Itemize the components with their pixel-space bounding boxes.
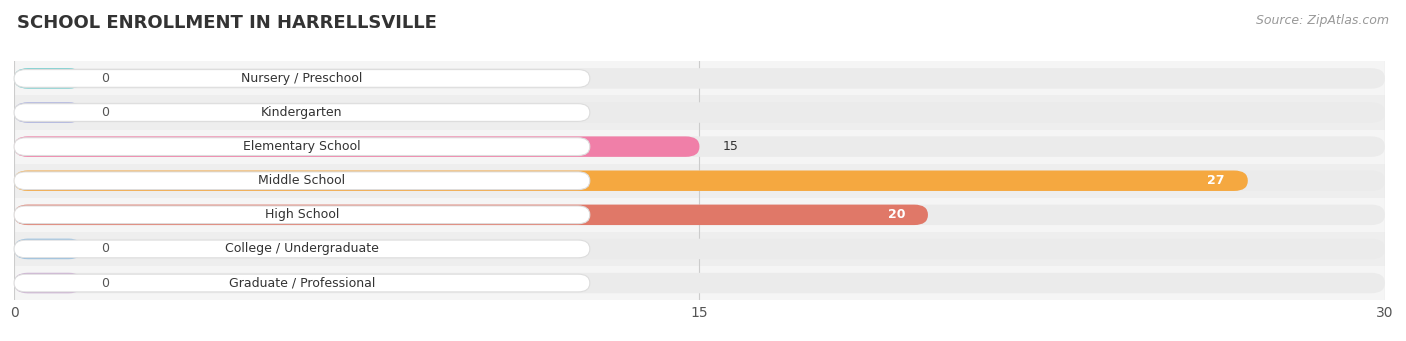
FancyBboxPatch shape (14, 170, 1385, 191)
Text: Kindergarten: Kindergarten (262, 106, 343, 119)
Text: Graduate / Professional: Graduate / Professional (229, 277, 375, 290)
FancyBboxPatch shape (14, 172, 591, 190)
FancyBboxPatch shape (14, 68, 83, 89)
FancyBboxPatch shape (14, 274, 591, 292)
FancyBboxPatch shape (14, 104, 591, 121)
FancyBboxPatch shape (14, 206, 591, 224)
Text: College / Undergraduate: College / Undergraduate (225, 242, 378, 255)
FancyBboxPatch shape (14, 240, 591, 258)
FancyBboxPatch shape (14, 138, 591, 155)
Text: Elementary School: Elementary School (243, 140, 361, 153)
Text: 0: 0 (101, 72, 108, 85)
FancyBboxPatch shape (14, 170, 1249, 191)
Text: Nursery / Preschool: Nursery / Preschool (242, 72, 363, 85)
Bar (14, 164, 1385, 198)
Text: 0: 0 (101, 242, 108, 255)
FancyBboxPatch shape (14, 205, 1385, 225)
Text: Middle School: Middle School (259, 174, 346, 187)
Text: High School: High School (264, 208, 339, 221)
FancyBboxPatch shape (14, 239, 1385, 259)
Text: Source: ZipAtlas.com: Source: ZipAtlas.com (1256, 14, 1389, 27)
FancyBboxPatch shape (14, 239, 83, 259)
FancyBboxPatch shape (14, 136, 1385, 157)
Bar (14, 130, 1385, 164)
Bar (14, 61, 1385, 95)
Text: SCHOOL ENROLLMENT IN HARRELLSVILLE: SCHOOL ENROLLMENT IN HARRELLSVILLE (17, 14, 437, 32)
FancyBboxPatch shape (14, 273, 83, 293)
Bar (14, 232, 1385, 266)
FancyBboxPatch shape (14, 205, 928, 225)
Text: 0: 0 (101, 277, 108, 290)
FancyBboxPatch shape (14, 68, 1385, 89)
FancyBboxPatch shape (14, 102, 1385, 123)
Text: 20: 20 (887, 208, 905, 221)
Text: 15: 15 (723, 140, 738, 153)
FancyBboxPatch shape (14, 273, 1385, 293)
Text: 0: 0 (101, 106, 108, 119)
FancyBboxPatch shape (14, 136, 700, 157)
FancyBboxPatch shape (14, 102, 83, 123)
Bar (14, 198, 1385, 232)
Text: 27: 27 (1208, 174, 1225, 187)
FancyBboxPatch shape (14, 70, 591, 87)
Bar (14, 266, 1385, 300)
Bar (14, 95, 1385, 130)
